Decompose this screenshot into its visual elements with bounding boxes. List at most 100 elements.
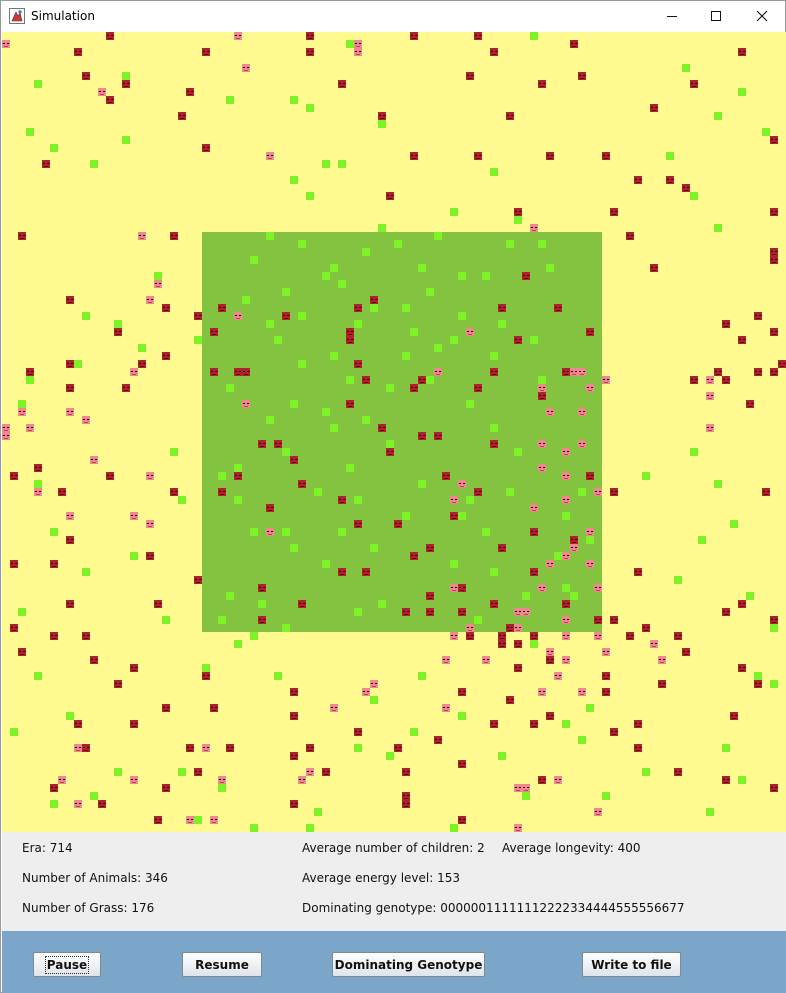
animal-high-energy: [498, 640, 506, 648]
animal-high-energy: [362, 568, 370, 576]
animal-high-energy: [122, 80, 130, 88]
grass-cell: [90, 792, 98, 800]
grass-count-label: Number of Grass: 176: [22, 901, 155, 915]
grass-cell: [586, 704, 594, 712]
close-button[interactable]: [739, 1, 785, 31]
grass-cell: [282, 528, 290, 536]
dominating-genotype-button[interactable]: Dominating Genotype: [332, 952, 485, 977]
grass-cell: [314, 488, 322, 496]
animal-low-energy: [362, 688, 370, 696]
grass-cell: [514, 448, 522, 456]
animal-low-energy: [442, 704, 450, 712]
animal-high-energy: [546, 152, 554, 160]
animal-high-energy: [106, 472, 114, 480]
animal-high-energy: [474, 488, 482, 496]
animal-low-energy: [522, 608, 530, 616]
animal-high-energy: [458, 608, 466, 616]
grass-cell: [50, 144, 58, 152]
animal-high-energy: [362, 376, 370, 384]
grass-cell: [18, 400, 26, 408]
grass-cell: [234, 464, 242, 472]
animal-high-energy: [322, 768, 330, 776]
grass-cell: [738, 776, 746, 784]
grass-cell: [746, 592, 754, 600]
animal-low-energy: [514, 608, 522, 616]
grass-cell: [242, 296, 250, 304]
animal-high-energy: [650, 264, 658, 272]
animal-high-energy: [66, 360, 74, 368]
animal-high-energy: [514, 640, 522, 648]
grass-cell: [266, 232, 274, 240]
grass-cell: [250, 632, 258, 640]
animal-high-energy: [10, 472, 18, 480]
grass-cell: [690, 192, 698, 200]
grass-cell: [714, 112, 722, 120]
animal-low-energy: [154, 280, 162, 288]
jungle-area: [202, 232, 602, 632]
animal-high-energy: [66, 384, 74, 392]
grass-cell: [178, 768, 186, 776]
grass-cell: [338, 160, 346, 168]
animal-high-energy: [634, 176, 642, 184]
animal-high-energy: [274, 440, 282, 448]
animal-high-energy: [738, 600, 746, 608]
animal-high-energy: [730, 712, 738, 720]
write-to-file-button[interactable]: Write to file: [582, 952, 681, 977]
maximize-button[interactable]: [693, 1, 739, 31]
grass-cell: [354, 744, 362, 752]
animal-low-energy: [586, 528, 594, 536]
animal-low-energy: [570, 544, 578, 552]
animal-high-energy: [258, 584, 266, 592]
animal-low-energy: [442, 656, 450, 664]
grass-cell: [306, 192, 314, 200]
grass-cell: [490, 424, 498, 432]
animal-high-energy: [234, 472, 242, 480]
animal-low-energy: [146, 520, 154, 528]
grass-cell: [538, 376, 546, 384]
animal-low-energy: [562, 472, 570, 480]
animal-high-energy: [754, 312, 762, 320]
animal-high-energy: [50, 632, 58, 640]
grass-cell: [226, 592, 234, 600]
animal-high-energy: [682, 184, 690, 192]
animal-high-energy: [266, 504, 274, 512]
animal-high-energy: [210, 368, 218, 376]
grass-cell: [770, 624, 778, 632]
animal-high-energy: [474, 32, 482, 40]
grass-cell: [642, 768, 650, 776]
grass-cell: [82, 568, 90, 576]
grass-cell: [218, 784, 226, 792]
animal-high-energy: [746, 400, 754, 408]
animal-high-energy: [298, 480, 306, 488]
grass-cell: [674, 576, 682, 584]
animal-high-energy: [770, 248, 778, 256]
minimize-button[interactable]: [649, 1, 695, 31]
animal-low-energy: [330, 704, 338, 712]
pause-button[interactable]: Pause: [33, 952, 101, 977]
animal-high-energy: [594, 616, 602, 624]
animal-high-energy: [450, 512, 458, 520]
animal-high-energy: [458, 760, 466, 768]
resume-button[interactable]: Resume: [182, 952, 262, 977]
animal-high-energy: [602, 152, 610, 160]
animal-high-energy: [338, 568, 346, 576]
animal-high-energy: [194, 312, 202, 320]
grass-cell: [402, 304, 410, 312]
title-bar[interactable]: Simulation: [1, 1, 785, 31]
dominating-genotype-label: Dominating genotype: 0000001111111222233…: [302, 901, 685, 915]
animal-low-energy: [538, 440, 546, 448]
animal-high-energy: [306, 744, 314, 752]
grass-cell: [290, 96, 298, 104]
animal-high-energy: [490, 440, 498, 448]
animal-high-energy: [66, 600, 74, 608]
animal-high-energy: [714, 368, 722, 376]
animal-high-energy: [354, 304, 362, 312]
animal-low-energy: [466, 624, 474, 632]
write-to-file-button-label: Write to file: [591, 957, 672, 972]
grass-cell: [714, 480, 722, 488]
grass-cell: [226, 384, 234, 392]
animal-low-energy: [298, 776, 306, 784]
grass-cell: [322, 272, 330, 280]
animal-high-energy: [570, 536, 578, 544]
animal-high-energy: [722, 608, 730, 616]
